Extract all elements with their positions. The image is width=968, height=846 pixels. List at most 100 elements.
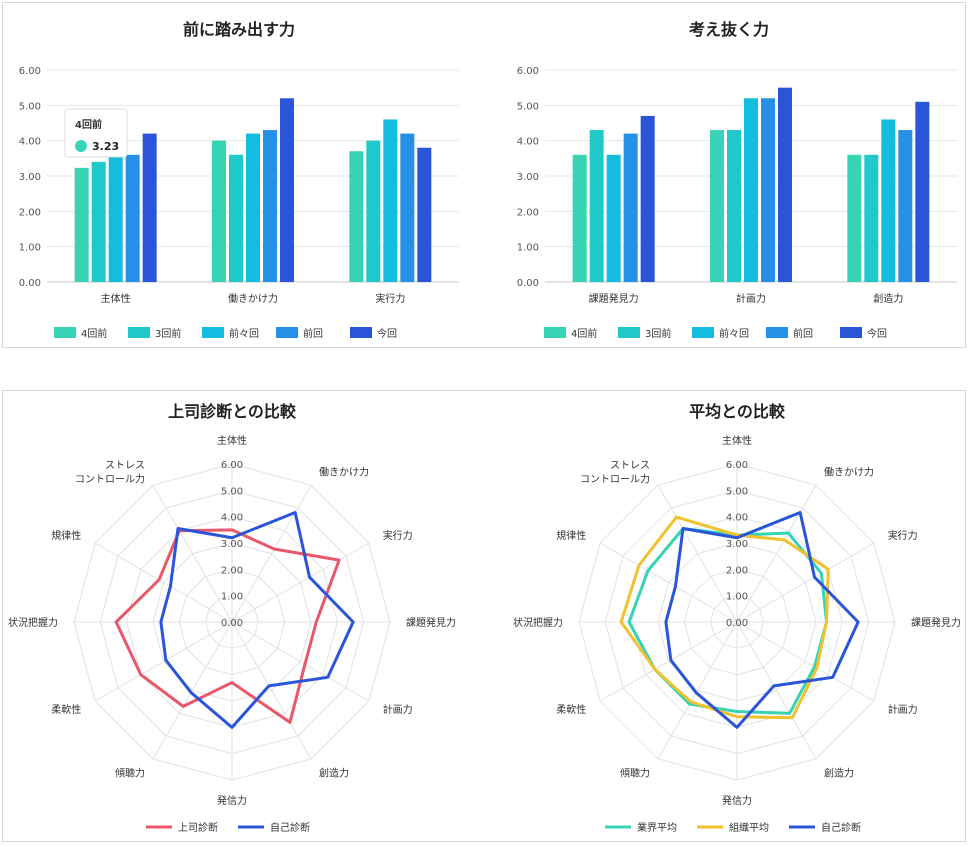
- tooltip-value: 3.23: [92, 140, 119, 153]
- axis-label: 主体性: [722, 434, 752, 447]
- axis-label: 計画力: [383, 703, 413, 716]
- radar-spoke: [231, 621, 312, 760]
- radar-series-line[interactable]: [664, 511, 860, 729]
- bar[interactable]: [417, 147, 432, 282]
- bar[interactable]: [263, 130, 277, 282]
- x-tick-label: 計画力: [736, 292, 766, 305]
- bar[interactable]: [744, 98, 758, 283]
- bottom-panel: 上司診断との比較 0.00 1.00 2.00 3.00 4.00 5.00 6.00 主体性働…: [2, 390, 966, 842]
- radial-tick-label: 6.00: [726, 460, 748, 471]
- y-tick-label: 6.00: [19, 66, 41, 77]
- y-tick-label: 2.00: [517, 207, 539, 218]
- bar[interactable]: [623, 133, 638, 282]
- radar-series-line[interactable]: [114, 528, 341, 724]
- radar-spoke: [152, 484, 233, 623]
- legend-swatch[interactable]: [544, 327, 566, 338]
- radar-spoke: [657, 484, 738, 623]
- legend-swatch[interactable]: [350, 327, 372, 338]
- y-tick-label: 6.00: [517, 66, 539, 77]
- radial-tick-label: 5.00: [221, 486, 243, 497]
- bar[interactable]: [606, 154, 621, 282]
- bar[interactable]: [847, 154, 862, 282]
- bar[interactable]: [572, 154, 587, 282]
- radar-spoke: [94, 542, 233, 623]
- bar[interactable]: [142, 133, 157, 282]
- bar[interactable]: [864, 154, 879, 282]
- x-tick-label: 創造力: [873, 292, 903, 305]
- bar[interactable]: [761, 98, 775, 283]
- bar[interactable]: [727, 130, 741, 282]
- x-tick-label: 働きかけ力: [228, 292, 278, 305]
- legend-label: 4回前: [81, 327, 107, 340]
- axis-label: ストレスコントロール力: [580, 460, 650, 485]
- radar-charts-area: 上司診断との比較 0.00 1.00 2.00 3.00 4.00 5.00 6.00 主体性働…: [8, 402, 961, 834]
- y-tick-label: 3.00: [19, 172, 41, 183]
- y-tick-label: 1.00: [19, 243, 41, 254]
- bar[interactable]: [881, 119, 896, 282]
- tooltip-title: 4回前: [75, 118, 102, 131]
- bar[interactable]: [898, 130, 913, 282]
- bar[interactable]: [349, 151, 364, 282]
- radar-spoke: [599, 542, 738, 623]
- legend-swatch[interactable]: [54, 327, 76, 338]
- axis-label: 柔軟性: [51, 703, 81, 716]
- axis-label: 発信力: [217, 794, 247, 807]
- x-tick-label: 実行力: [375, 292, 405, 305]
- legend-swatch[interactable]: [202, 327, 224, 338]
- radar-spoke: [231, 621, 370, 702]
- legend-swatch[interactable]: [618, 327, 640, 338]
- bar[interactable]: [229, 154, 243, 282]
- legend-swatch[interactable]: [692, 327, 714, 338]
- radial-tick-label: 2.00: [726, 565, 748, 576]
- bar[interactable]: [915, 101, 930, 282]
- bar[interactable]: [589, 130, 604, 282]
- bar[interactable]: [710, 130, 724, 282]
- y-tick-label: 3.00: [517, 172, 539, 183]
- bar[interactable]: [640, 115, 655, 282]
- y-tick-label: 5.00: [517, 101, 539, 112]
- legend-label: 組織平均: [729, 821, 769, 834]
- radar-spoke: [231, 542, 370, 623]
- radial-tick-label: 1.00: [221, 592, 243, 603]
- radar-series-line[interactable]: [159, 511, 355, 729]
- axis-label: 主体性: [217, 434, 247, 447]
- bar[interactable]: [400, 133, 415, 282]
- legend-swatch[interactable]: [276, 327, 298, 338]
- radial-tick-label: 2.00: [221, 565, 243, 576]
- y-tick-label: 5.00: [19, 101, 41, 112]
- bar[interactable]: [125, 154, 140, 282]
- bar[interactable]: [108, 140, 123, 282]
- legend-swatch[interactable]: [840, 327, 862, 338]
- x-tick-label: 課題発見力: [589, 292, 639, 305]
- bar-chart-1: 考え抜く力 0.00 1.00 2.00 3.00 4.00 5.00 6.00 課題発見力 計画…: [517, 20, 957, 340]
- bar[interactable]: [91, 161, 106, 282]
- radar-series-line[interactable]: [619, 515, 830, 720]
- bar[interactable]: [212, 140, 226, 282]
- radar-series-line[interactable]: [627, 526, 829, 715]
- axis-label: 傾聴力: [620, 767, 650, 780]
- bar[interactable]: [246, 133, 260, 282]
- legend-label: 4回前: [571, 327, 597, 340]
- bar-chart-0: 前に踏み出す力 0.00 1.00 2.00 3.00 4.00 5.00 6.00 主体性 働き…: [19, 20, 459, 340]
- bar[interactable]: [74, 167, 89, 282]
- radial-tick-label: 4.00: [726, 513, 748, 524]
- legend-label: 自己診断: [821, 821, 861, 834]
- x-tick-label: 主体性: [101, 292, 131, 305]
- tooltip-marker: [75, 140, 87, 152]
- axis-label: 創造力: [319, 767, 349, 780]
- y-tick-label: 0.00: [19, 278, 41, 289]
- legend-swatch[interactable]: [766, 327, 788, 338]
- axis-label: 創造力: [824, 767, 854, 780]
- axis-label: 働きかけ力: [824, 465, 874, 478]
- top-panel: 前に踏み出す力 0.00 1.00 2.00 3.00 4.00 5.00 6.00 主体性 働き…: [2, 2, 966, 348]
- chart-title: 考え抜く力: [689, 20, 769, 39]
- radar-spoke: [152, 621, 233, 760]
- bar[interactable]: [280, 98, 294, 283]
- radar-chart-2: 上司診断との比較 0.00 1.00 2.00 3.00 4.00 5.00 6.00 主体性働…: [8, 402, 456, 834]
- legend-swatch[interactable]: [128, 327, 150, 338]
- bar[interactable]: [778, 87, 792, 283]
- radar-spoke: [736, 621, 875, 702]
- bar[interactable]: [366, 140, 381, 282]
- chart-title: 前に踏み出す力: [183, 20, 295, 39]
- bar[interactable]: [383, 119, 398, 282]
